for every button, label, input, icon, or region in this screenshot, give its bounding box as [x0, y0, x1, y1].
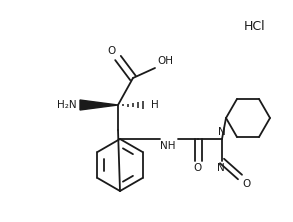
- Text: N: N: [218, 127, 226, 137]
- Text: O: O: [193, 163, 201, 173]
- Text: NH: NH: [160, 141, 176, 151]
- Text: O: O: [242, 179, 250, 189]
- Text: H: H: [151, 100, 159, 110]
- Text: H₂N: H₂N: [57, 100, 77, 110]
- Text: N: N: [217, 163, 225, 173]
- Polygon shape: [80, 100, 118, 110]
- Text: OH: OH: [157, 56, 173, 66]
- Text: O: O: [108, 46, 116, 56]
- Text: HCl: HCl: [244, 20, 266, 33]
